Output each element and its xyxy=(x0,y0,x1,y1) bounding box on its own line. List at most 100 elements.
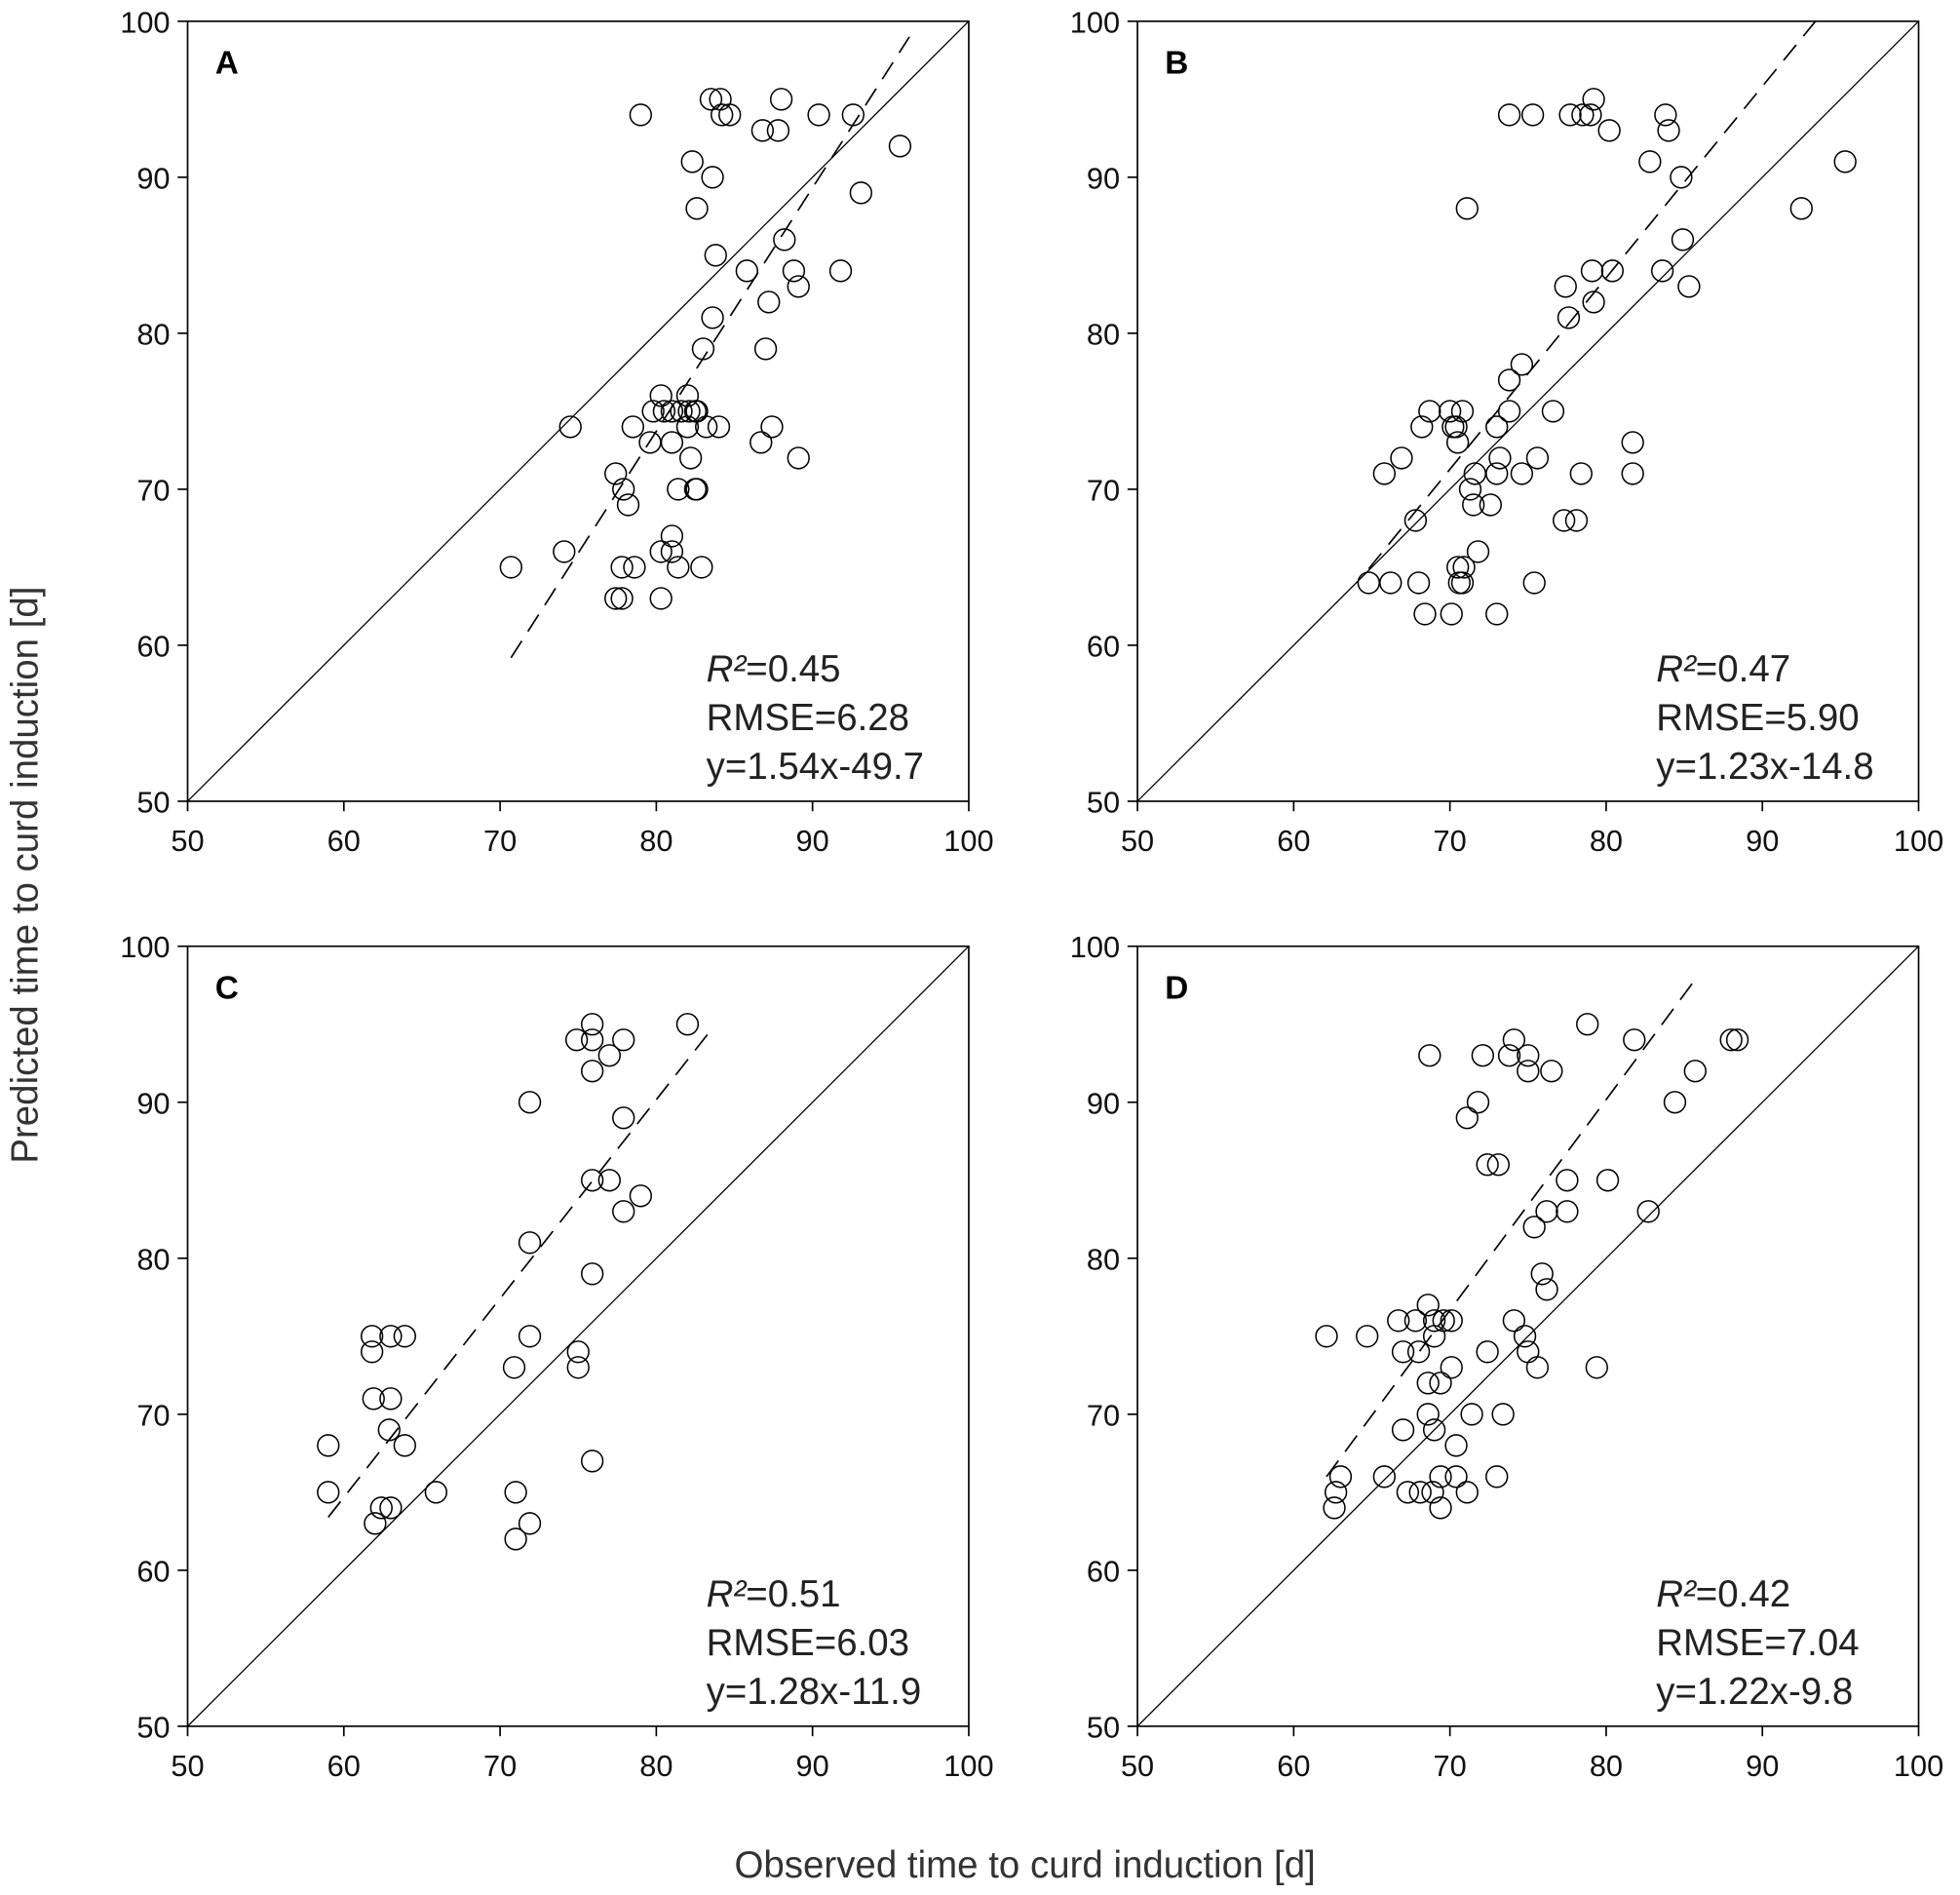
y-tick-label: 50 xyxy=(136,1710,170,1744)
data-point xyxy=(1582,88,1605,111)
equation-annotation: y=1.22x-9.8 xyxy=(1656,1671,1853,1713)
data-point xyxy=(1576,1013,1599,1036)
data-point xyxy=(1517,1044,1540,1067)
x-tick-label: 80 xyxy=(1590,1749,1623,1783)
data-point xyxy=(704,244,727,267)
x-tick-label: 60 xyxy=(327,1749,361,1783)
data-point xyxy=(1597,119,1621,142)
data-point xyxy=(782,259,806,283)
data-point xyxy=(1530,1262,1554,1286)
rmse-annotation: RMSE=5.90 xyxy=(1656,697,1859,739)
x-tick-label: 60 xyxy=(1277,1749,1310,1783)
data-point xyxy=(1462,493,1485,517)
data-point xyxy=(1422,1418,1446,1442)
data-point xyxy=(701,166,724,189)
y-tick-label: 80 xyxy=(136,317,170,351)
data-point xyxy=(1372,462,1397,485)
data-point xyxy=(518,1512,542,1535)
data-point xyxy=(1396,1481,1420,1504)
y-tick-label: 60 xyxy=(136,1554,170,1588)
r-squared-symbol: R² xyxy=(1656,1573,1697,1615)
y-tick-label: 50 xyxy=(1087,1710,1120,1744)
data-point xyxy=(1416,1403,1440,1426)
panel-label: D xyxy=(1165,971,1188,1007)
data-point xyxy=(362,1387,385,1411)
data-point xyxy=(379,1325,403,1348)
data-point xyxy=(610,556,634,579)
y-tick-label: 50 xyxy=(1087,786,1120,820)
data-point xyxy=(1535,1200,1558,1223)
data-point xyxy=(629,103,653,127)
panel-a: 50 60 70 80 90 100 50 60 70 80 90 100 A R²=0.45 RMSE=6… xyxy=(120,5,993,858)
data-point xyxy=(1556,1169,1579,1192)
data-point xyxy=(1432,1309,1455,1333)
panel-label: C xyxy=(215,971,239,1007)
x-axis-title: Observed time to curd induction [d] xyxy=(734,1844,1315,1886)
data-point xyxy=(1585,1356,1608,1379)
data-point xyxy=(1413,602,1437,626)
x-tick-label: 80 xyxy=(639,1749,673,1783)
regression-line xyxy=(510,36,910,659)
data-point xyxy=(649,587,673,610)
data-point xyxy=(1558,103,1582,127)
data-point xyxy=(718,103,742,127)
x-tick-label: 100 xyxy=(943,824,993,858)
data-point xyxy=(1466,540,1490,563)
data-point xyxy=(1485,415,1509,439)
data-point xyxy=(1418,1044,1441,1067)
data-point xyxy=(1556,1200,1579,1223)
y-tick-label: 80 xyxy=(1087,1242,1120,1276)
data-point xyxy=(1540,1060,1563,1083)
data-point xyxy=(1485,1465,1509,1489)
data-point xyxy=(1725,1028,1749,1052)
x-tick-label: 90 xyxy=(1746,824,1779,858)
data-point xyxy=(1621,431,1644,454)
data-point xyxy=(580,1060,604,1083)
y-tick-label: 70 xyxy=(1087,473,1120,507)
data-point xyxy=(1463,462,1486,485)
data-point xyxy=(499,556,522,579)
x-tick-label: 60 xyxy=(1277,824,1310,858)
x-tick-label: 50 xyxy=(171,824,204,858)
plot-frame xyxy=(1136,19,1920,802)
data-point xyxy=(660,400,684,423)
y-tick-label: 100 xyxy=(1070,930,1120,964)
data-point xyxy=(1440,1356,1463,1379)
data-point xyxy=(1564,509,1589,532)
data-point xyxy=(683,478,708,501)
data-point xyxy=(1517,1060,1540,1083)
data-point xyxy=(667,556,690,579)
data-point xyxy=(675,1013,700,1036)
data-point xyxy=(699,88,723,111)
data-point xyxy=(685,478,709,501)
data-point xyxy=(1497,103,1521,127)
data-point xyxy=(1324,1481,1348,1504)
r-squared-symbol: R² xyxy=(1656,648,1697,690)
data-point xyxy=(757,290,781,314)
rmse-annotation: RMSE=7.04 xyxy=(1656,1622,1859,1664)
y-tick-label: 100 xyxy=(120,930,170,964)
data-point xyxy=(580,1169,604,1192)
data-point xyxy=(1502,1028,1526,1052)
data-point xyxy=(760,415,784,439)
data-point xyxy=(1541,400,1565,423)
data-point xyxy=(1315,1325,1338,1348)
y-tick-label: 70 xyxy=(136,1398,170,1432)
data-point xyxy=(649,384,673,407)
data-point xyxy=(1485,602,1509,626)
data-point xyxy=(660,431,684,454)
data-point xyxy=(690,556,713,579)
data-point xyxy=(1450,400,1475,423)
data-point xyxy=(1654,103,1677,127)
data-point xyxy=(518,1091,542,1114)
data-point xyxy=(360,1325,384,1348)
panel-d: 50 60 70 80 90 100 50 60 70 80 90 100 D R²=0.42 RMSE=7… xyxy=(1070,930,1943,1783)
data-point xyxy=(1497,368,1521,392)
data-point xyxy=(1391,1340,1415,1364)
y-tick-label: 90 xyxy=(136,161,170,195)
data-point xyxy=(677,400,701,423)
data-point xyxy=(1452,556,1476,579)
data-point xyxy=(518,1325,542,1348)
panel-b: 50 60 70 80 90 100 50 60 70 80 90 100 B R²=0.47 RMSE=5… xyxy=(1070,5,1943,858)
data-point xyxy=(379,1496,403,1520)
